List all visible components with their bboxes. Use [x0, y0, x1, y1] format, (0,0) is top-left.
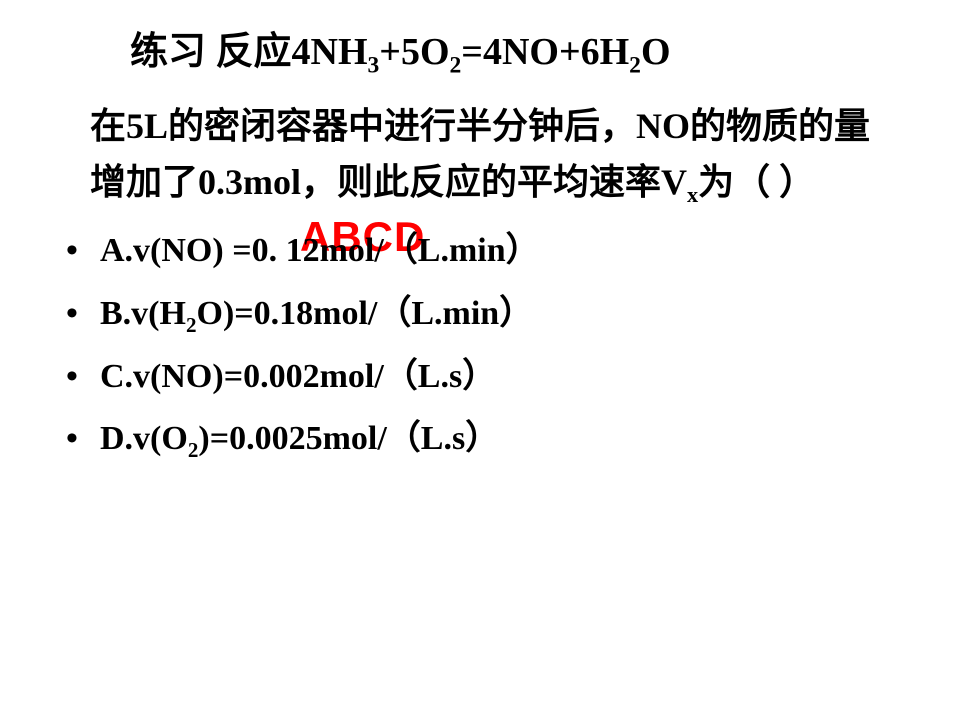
option-a-rest: =0. 12mol/（L.min）	[224, 232, 540, 269]
slide-container: 练习 反应4NH3+5O2=4NO+6H2O 在5L的密闭容器中进行半分钟后，N…	[0, 0, 960, 720]
question-body: 在5L的密闭容器中进行半分钟后，NO的物质的量增加了0.3mol，则此反应的平均…	[90, 99, 890, 211]
option-b-pre: B.v(H	[100, 295, 186, 332]
option-b-post: O)=0.18mol/（L.min）	[197, 295, 534, 332]
body-text-2: 为（ ）	[698, 162, 815, 202]
body-sub-1: x	[687, 182, 698, 207]
title-text-1: 练习 反应4NH	[130, 31, 368, 73]
option-d-sub: 2	[188, 438, 199, 462]
option-a-pre: A.v(NO)	[100, 232, 224, 269]
option-d-post: )=0.0025mol/（L.s）	[198, 420, 499, 457]
option-d-pre: D.v(O	[100, 420, 188, 457]
option-c: C.v(NO)=0.002mol/（L.s）	[60, 357, 900, 398]
exercise-title: 练习 反应4NH3+5O2=4NO+6H2O	[130, 28, 900, 77]
option-b-sub: 2	[186, 313, 197, 337]
title-sub-2: 2	[450, 53, 462, 79]
title-text-2: +5O	[379, 31, 449, 73]
option-c-text: C.v(NO)=0.002mol/（L.s）	[100, 358, 496, 395]
title-sub-3: 2	[629, 53, 641, 79]
option-b: B.v(H2O)=0.18mol/（L.min）	[60, 294, 900, 335]
title-sub-1: 3	[368, 53, 380, 79]
title-text-4: O	[641, 31, 671, 73]
option-d: D.v(O2)=0.0025mol/（L.s）	[60, 419, 900, 460]
title-text-3: =4NO+6H	[461, 31, 629, 73]
option-a: A.v(NO) =0. 12mol/（L.min）	[60, 231, 900, 272]
options-list: A.v(NO) =0. 12mol/（L.min） B.v(H2O)=0.18m…	[60, 231, 900, 460]
